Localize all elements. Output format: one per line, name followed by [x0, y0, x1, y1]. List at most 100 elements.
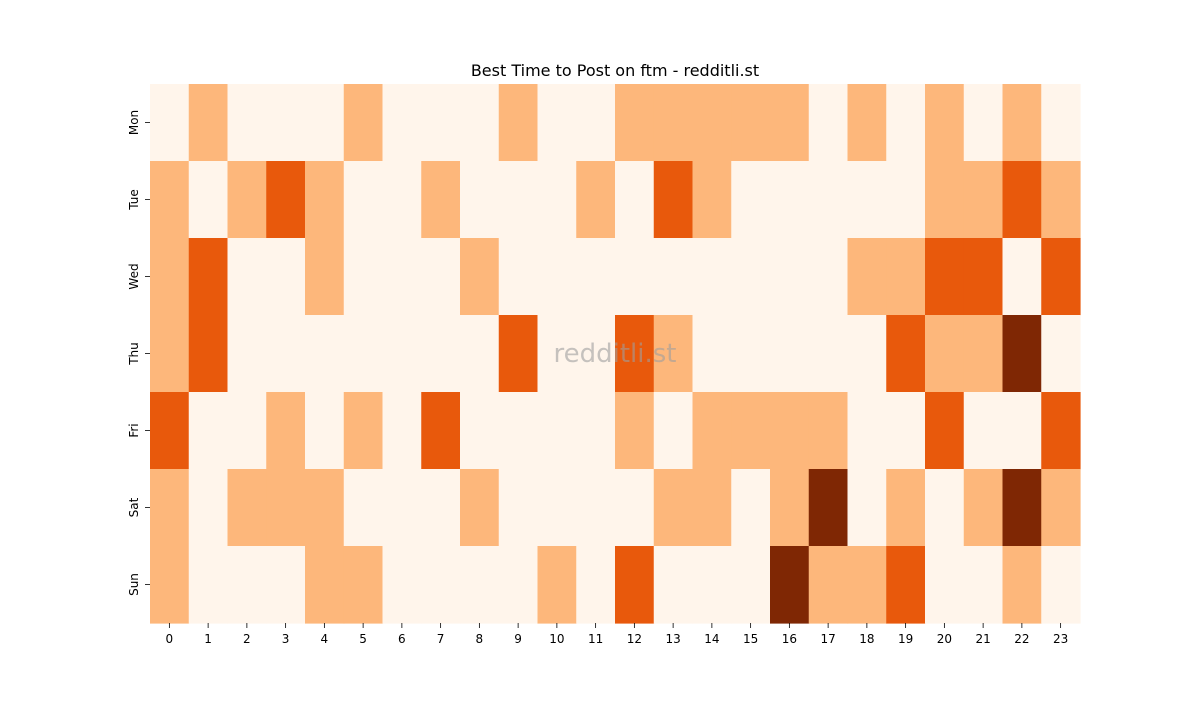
watermark: redditli.st — [554, 339, 677, 369]
x-tick-label: 2 — [243, 632, 251, 646]
heatmap-cell — [576, 392, 616, 470]
heatmap-cell — [576, 315, 616, 393]
heatmap-cell — [382, 469, 422, 547]
heatmap-cell — [1041, 392, 1081, 470]
heatmap-cell — [498, 84, 539, 162]
heatmap-cell — [692, 84, 732, 162]
heatmap-cell — [382, 161, 422, 239]
heatmap-cell — [343, 238, 384, 316]
heatmap-cell — [847, 546, 887, 624]
heatmap-cell — [227, 238, 267, 316]
x-tick-label: 14 — [704, 632, 719, 646]
heatmap-cell — [886, 161, 926, 239]
heatmap-cell — [150, 238, 190, 316]
x-tick-label: 23 — [1053, 632, 1068, 646]
heatmap-cell — [615, 392, 655, 470]
heatmap-cell — [498, 315, 539, 393]
heatmap-cell — [537, 315, 577, 393]
heatmap-cell — [731, 84, 771, 162]
y-tick-label: Tue — [127, 189, 141, 211]
heatmap-cell — [188, 161, 229, 239]
heatmap-cell — [808, 161, 849, 239]
heatmap-cell — [382, 84, 422, 162]
heatmap-cell — [1002, 238, 1042, 316]
heatmap-cell — [653, 238, 694, 316]
heatmap-cell — [653, 161, 694, 239]
heatmap-cell — [731, 469, 771, 547]
heatmap-cell — [227, 315, 267, 393]
heatmap-cell — [537, 161, 577, 239]
heatmap-cell — [770, 392, 810, 470]
heatmap-cell — [847, 315, 887, 393]
heatmap-cell — [305, 469, 345, 547]
heatmap-cell — [615, 238, 655, 316]
x-tick-label: 22 — [1014, 632, 1029, 646]
heatmap-cell — [227, 546, 267, 624]
heatmap-cell — [1041, 469, 1081, 547]
heatmap-cell — [963, 546, 1004, 624]
heatmap-cell — [615, 315, 655, 393]
heatmap-cell — [537, 84, 577, 162]
heatmap-cell — [150, 546, 190, 624]
heatmap-cell — [343, 315, 384, 393]
heatmap-cell — [150, 84, 190, 162]
heatmap-cell — [1041, 161, 1081, 239]
heatmap-cell — [1002, 315, 1042, 393]
heatmap-cell — [421, 238, 461, 316]
x-tick-label: 0 — [166, 632, 174, 646]
heatmap-cell — [847, 392, 887, 470]
heatmap-cell — [266, 238, 306, 316]
heatmap-cell — [576, 546, 616, 624]
x-tick-label: 9 — [514, 632, 522, 646]
heatmap-cell — [421, 392, 461, 470]
heatmap-cell — [808, 392, 849, 470]
heatmap-cell — [925, 392, 965, 470]
heatmap-cell — [847, 238, 887, 316]
x-tick-label: 16 — [782, 632, 797, 646]
heatmap-cell — [1002, 469, 1042, 547]
heatmap-cell — [460, 546, 500, 624]
heatmap-cell — [343, 161, 384, 239]
heatmap-cell — [886, 84, 926, 162]
heatmap-cell — [692, 546, 732, 624]
heatmap-cell — [576, 469, 616, 547]
heatmap-cell — [731, 546, 771, 624]
x-tick-label: 5 — [359, 632, 367, 646]
heatmap-cell — [770, 161, 810, 239]
heatmap-cell — [886, 238, 926, 316]
heatmap-cell — [460, 161, 500, 239]
heatmap-cell — [1002, 161, 1042, 239]
heatmap-cell — [615, 469, 655, 547]
x-tick-label: 12 — [627, 632, 642, 646]
heatmap-cell — [343, 84, 384, 162]
heatmap-cell — [266, 392, 306, 470]
heatmap-cell — [770, 469, 810, 547]
heatmap-cell — [731, 315, 771, 393]
heatmap-cell — [460, 469, 500, 547]
heatmap-cell — [808, 546, 849, 624]
heatmap-cell — [305, 315, 345, 393]
heatmap-cell — [847, 469, 887, 547]
heatmap-cell — [886, 546, 926, 624]
heatmap-cell — [808, 238, 849, 316]
heatmap-cell — [421, 315, 461, 393]
heatmap-cell — [343, 546, 384, 624]
y-tick-label: Wed — [127, 263, 141, 289]
heatmap-cell — [963, 315, 1004, 393]
heatmap-cell — [188, 315, 229, 393]
x-tick-label: 10 — [549, 632, 564, 646]
heatmap-cell — [925, 238, 965, 316]
heatmap-cell — [963, 392, 1004, 470]
y-tick-label: Thu — [127, 342, 141, 366]
heatmap-cell — [692, 315, 732, 393]
heatmap-cell — [1041, 84, 1081, 162]
heatmap-cell — [770, 315, 810, 393]
heatmap-cell — [150, 315, 190, 393]
heatmap-cell — [150, 392, 190, 470]
heatmap-cell — [421, 161, 461, 239]
heatmap-cell — [615, 546, 655, 624]
x-tick-label: 18 — [859, 632, 874, 646]
heatmap-cell — [421, 469, 461, 547]
x-tick-label: 4 — [321, 632, 329, 646]
heatmap-cell — [847, 84, 887, 162]
